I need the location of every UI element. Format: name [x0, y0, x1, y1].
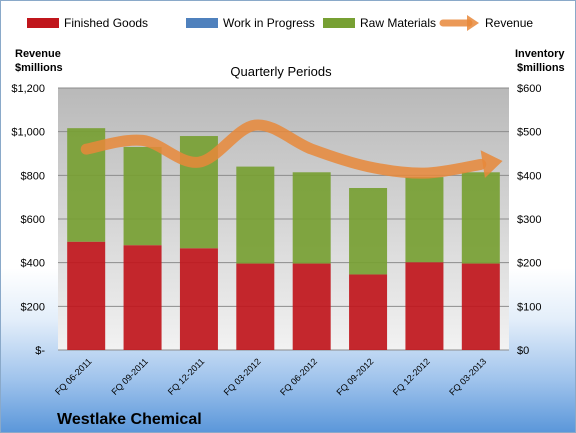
left-tick-label: $400 — [21, 258, 45, 270]
left-tick-label: $200 — [21, 301, 45, 313]
legend-arrowhead — [467, 15, 479, 31]
bar-raw-materials — [349, 187, 388, 275]
company-name: Westlake Chemical — [57, 411, 202, 428]
revenue-line — [80, 119, 503, 179]
bar-finished-goods — [179, 248, 218, 350]
legend: Finished Goods Work in Progress Raw Materi… — [27, 15, 533, 31]
legend-label: Raw Materials — [360, 16, 436, 30]
bar-finished-goods — [292, 263, 331, 350]
left-tick-label: $1,200 — [11, 83, 45, 95]
category-label: FQ 12-2011 — [166, 356, 207, 397]
bar-finished-goods — [67, 241, 106, 350]
category-label: FQ 03-2013 — [447, 356, 488, 397]
bar-raw-materials — [405, 177, 444, 263]
bar-finished-goods — [236, 263, 275, 350]
bar-raw-materials — [236, 166, 275, 264]
right-tick-label: $600 — [517, 83, 541, 95]
right-tick-label: $200 — [517, 258, 541, 270]
right-tick-label: $100 — [517, 301, 541, 313]
left-axis-title-line2: $millions — [15, 62, 63, 74]
legend-label: Finished Goods — [64, 16, 148, 30]
bar-finished-goods — [349, 274, 388, 350]
category-label: FQ 03-2012 — [222, 356, 263, 397]
right-tick-label: $300 — [517, 214, 541, 226]
right-tick-label: $400 — [517, 170, 541, 182]
right-axis-ticks: $0 $100 $200 $300 $400 $500 $600 — [517, 83, 541, 357]
category-labels: FQ 06-2011 FQ 09-2011 FQ 12-2011 FQ 03-2012… — [53, 356, 488, 397]
right-tick-label: $500 — [517, 127, 541, 139]
left-tick-label: $1,000 — [11, 127, 45, 139]
left-tick-label: $- — [35, 345, 45, 357]
bars — [67, 128, 500, 350]
legend-label: Work in Progress — [223, 16, 315, 30]
bar-finished-goods — [461, 263, 500, 350]
category-label: FQ 12-2012 — [391, 356, 432, 397]
legend-swatch — [186, 18, 218, 28]
bar-finished-goods — [123, 245, 162, 350]
chart-title: Quarterly Periods — [230, 64, 332, 79]
revenue-arrowhead — [480, 150, 503, 178]
legend-label: Revenue — [485, 16, 533, 30]
right-tick-label: $0 — [517, 345, 529, 357]
bar-finished-goods — [405, 262, 444, 350]
right-axis-title-line2: $millions — [517, 62, 565, 74]
right-axis-title-line1: Inventory — [515, 48, 565, 60]
bar-raw-materials — [461, 172, 500, 264]
legend-swatch — [323, 18, 355, 28]
category-label: FQ 06-2012 — [278, 356, 319, 397]
category-label: FQ 09-2011 — [109, 356, 150, 397]
left-tick-label: $600 — [21, 214, 45, 226]
left-axis-ticks: $- $200 $400 $600 $800 $1,000 $1,200 — [11, 83, 45, 357]
legend-swatch — [27, 18, 59, 28]
category-label: FQ 06-2011 — [53, 356, 94, 397]
bar-raw-materials — [123, 146, 162, 246]
bar-raw-materials — [292, 172, 331, 264]
left-axis-title-line1: Revenue — [15, 48, 61, 60]
revenue-line-path — [80, 119, 487, 179]
category-label: FQ 09-2012 — [334, 356, 375, 397]
left-tick-label: $800 — [21, 170, 45, 182]
